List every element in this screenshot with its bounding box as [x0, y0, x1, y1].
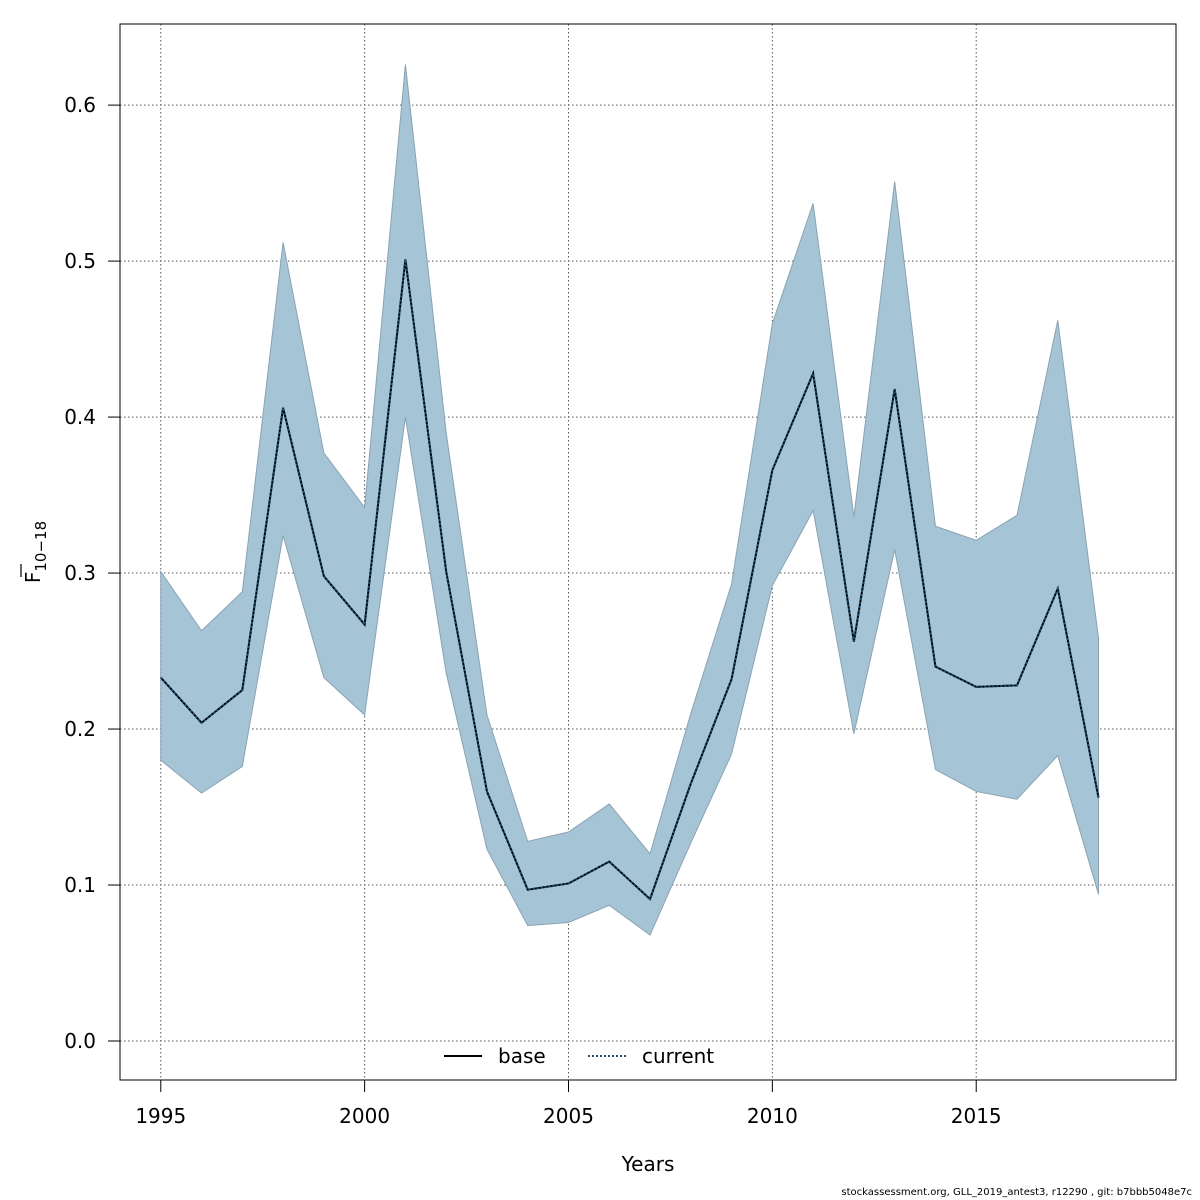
footer-credit: stockassessment.org, GLL_2019_antest3, r… [841, 1187, 1192, 1198]
y-tick-label-0.0: 0.0 [64, 1029, 96, 1053]
y-axis-title: F10−18 [20, 521, 50, 583]
y-tick-label-0.2: 0.2 [64, 717, 96, 741]
legend-label-base: base [498, 1044, 546, 1068]
x-axis-title: Years [621, 1152, 675, 1176]
x-tick-label-2005: 2005 [543, 1104, 594, 1128]
y-tick-label-0.3: 0.3 [64, 561, 96, 585]
axes: 1995 2000 2005 2010 2015 0.0 0.1 0.2 0.3 0.4 0.5 0.… [64, 93, 1001, 1128]
confidence-band [160, 64, 1100, 936]
legend-label-current: current [642, 1044, 714, 1068]
y-axis-title-subscript: 10−18 [32, 521, 50, 572]
x-tick-label-1995: 1995 [135, 1104, 186, 1128]
svg-text:F10−18: F10−18 [21, 521, 50, 583]
y-tick-label-0.1: 0.1 [64, 873, 96, 897]
x-tick-label-2015: 2015 [951, 1104, 1002, 1128]
y-tick-label-0.4: 0.4 [64, 405, 96, 429]
legend: base current [444, 1044, 714, 1068]
x-tick-label-2010: 2010 [747, 1104, 798, 1128]
series-lines [160, 259, 1100, 901]
x-tick-label-2000: 2000 [339, 1104, 390, 1128]
y-axis-title-main: F [21, 572, 45, 584]
y-tick-label-0.5: 0.5 [64, 249, 96, 273]
series-line-current [160, 259, 1100, 901]
y-tick-label-0.6: 0.6 [64, 93, 96, 117]
